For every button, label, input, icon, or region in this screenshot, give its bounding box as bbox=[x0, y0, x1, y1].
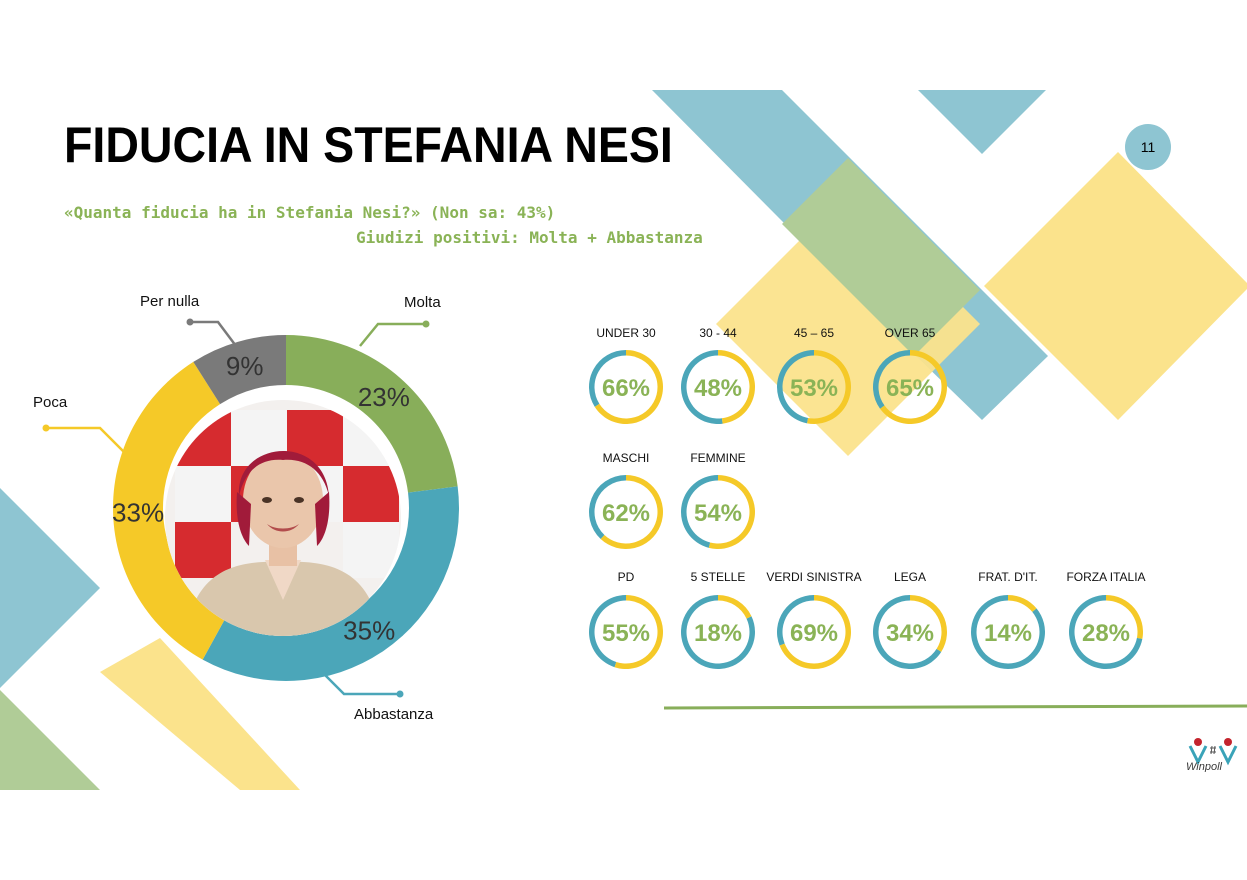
segment-ring-rest-45-65 bbox=[777, 350, 814, 424]
callout-dot-molta bbox=[422, 320, 430, 328]
segment-ring-rest-verdi-sinistra bbox=[777, 595, 814, 646]
donut-slice-poca bbox=[112, 361, 227, 660]
page-number: 11 bbox=[1140, 139, 1156, 155]
segment-label-femmine: FEMMINE bbox=[690, 451, 745, 465]
segment-value-30-44: 48% bbox=[694, 375, 742, 402]
segment-value-maschi: 62% bbox=[602, 500, 650, 527]
donut-value-label-molta: 23% bbox=[358, 382, 410, 412]
callout-line-molta bbox=[359, 322, 426, 347]
donut-slice-per-nulla bbox=[193, 335, 286, 405]
legend-label-poca: Poca bbox=[33, 394, 68, 411]
segment-value-frat-d-it: 14% bbox=[984, 620, 1032, 647]
legend-label-abbastanza: Abbastanza bbox=[354, 706, 434, 723]
winpoll-logo: Winpoll bbox=[1184, 736, 1244, 773]
segment-ring-rest-pd bbox=[588, 595, 626, 668]
segment-label-maschi: MASCHI bbox=[603, 451, 650, 465]
segment-label-frat-d-it: FRAT. D'IT. bbox=[978, 570, 1037, 584]
segment-ring-value-45-65 bbox=[807, 350, 852, 425]
segment-value-under-30: 66% bbox=[602, 375, 650, 402]
legend-label-per-nulla: Per nulla bbox=[140, 293, 200, 310]
callout-line-poca bbox=[46, 426, 125, 453]
segment-label-forza-italia: FORZA ITALIA bbox=[1066, 570, 1145, 584]
portrait-photo bbox=[165, 400, 401, 636]
segment-value-pd: 55% bbox=[602, 620, 650, 647]
segment-value-forza-italia: 28% bbox=[1082, 620, 1130, 647]
segment-ring-value-30-44 bbox=[718, 350, 755, 424]
deco-yellow-diamond-right bbox=[984, 152, 1247, 420]
segment-value-femmine: 54% bbox=[694, 500, 742, 527]
subtitle-note: Giudizi positivi: Molta + Abbastanza bbox=[356, 228, 703, 247]
page-title: FIDUCIA IN STEFANIA NESI bbox=[64, 117, 673, 173]
segment-label-45-65: 45 – 65 bbox=[794, 326, 834, 340]
winpoll-logo-text: Winpoll bbox=[1186, 761, 1223, 772]
segment-label-over-65: OVER 65 bbox=[885, 326, 936, 340]
subtitle-question: «Quanta fiducia ha in Stefania Nesi?» (N… bbox=[64, 203, 556, 222]
segment-value-over-65: 65% bbox=[886, 375, 934, 402]
callout-dot-abbastanza bbox=[396, 690, 404, 698]
segment-value-lega: 34% bbox=[886, 620, 934, 647]
deco-green-diamond bbox=[782, 158, 980, 356]
portrait-illustration bbox=[165, 400, 401, 636]
donut-value-label-per-nulla: 9% bbox=[226, 351, 264, 381]
donut-slice-molta bbox=[286, 335, 458, 493]
callout-lines bbox=[42, 318, 430, 698]
winpoll-logo-mark: Winpoll bbox=[1186, 738, 1238, 773]
donut-value-label-abbastanza: 35% bbox=[343, 615, 395, 645]
donut-value-label-poca: 33% bbox=[112, 498, 164, 528]
legend-label-molta: Molta bbox=[404, 294, 441, 311]
segment-label-under-30: UNDER 30 bbox=[596, 326, 656, 340]
segment-ring-rest-maschi bbox=[588, 475, 626, 539]
segment-ring-rest-over-65 bbox=[873, 350, 910, 409]
segment-ring-rest-femmine bbox=[681, 475, 718, 548]
segment-label-30-44: 30 - 44 bbox=[699, 326, 737, 340]
segment-ring-value-frat-d-it bbox=[1008, 595, 1037, 612]
page-number-badge: 11 bbox=[1125, 124, 1171, 170]
divider-line bbox=[663, 704, 1247, 710]
deco-teal-triangle-left bbox=[0, 488, 100, 688]
segment-ring-rest-under-30 bbox=[589, 350, 626, 407]
segment-ring-value-lega bbox=[910, 595, 947, 652]
segment-value-5-stelle: 18% bbox=[694, 620, 742, 647]
segment-label-pd: PD bbox=[618, 570, 635, 584]
deco-green-triangle-left bbox=[0, 690, 100, 790]
deco-teal-triangle-top bbox=[918, 90, 1046, 154]
segment-label-lega: LEGA bbox=[894, 570, 926, 584]
segment-ring-value-forza-italia bbox=[1106, 595, 1143, 639]
segment-ring-rest-30-44 bbox=[681, 350, 723, 424]
segment-value-verdi-sinistra: 69% bbox=[790, 620, 838, 647]
callout-dot-per-nulla bbox=[186, 318, 194, 326]
segment-ring-value-maschi bbox=[600, 475, 663, 549]
callout-line-per-nulla bbox=[190, 320, 237, 347]
segment-label-verdi-sinistra: VERDI SINISTRA bbox=[766, 570, 861, 584]
callout-line-abbastanza bbox=[323, 673, 400, 696]
segment-value-45-65: 53% bbox=[790, 375, 838, 402]
segment-label-5-stelle: 5 STELLE bbox=[691, 570, 746, 584]
segment-ring-value-5-stelle bbox=[718, 595, 752, 619]
callout-dot-poca bbox=[42, 424, 50, 432]
deco-yellow-band-left bbox=[100, 638, 300, 790]
